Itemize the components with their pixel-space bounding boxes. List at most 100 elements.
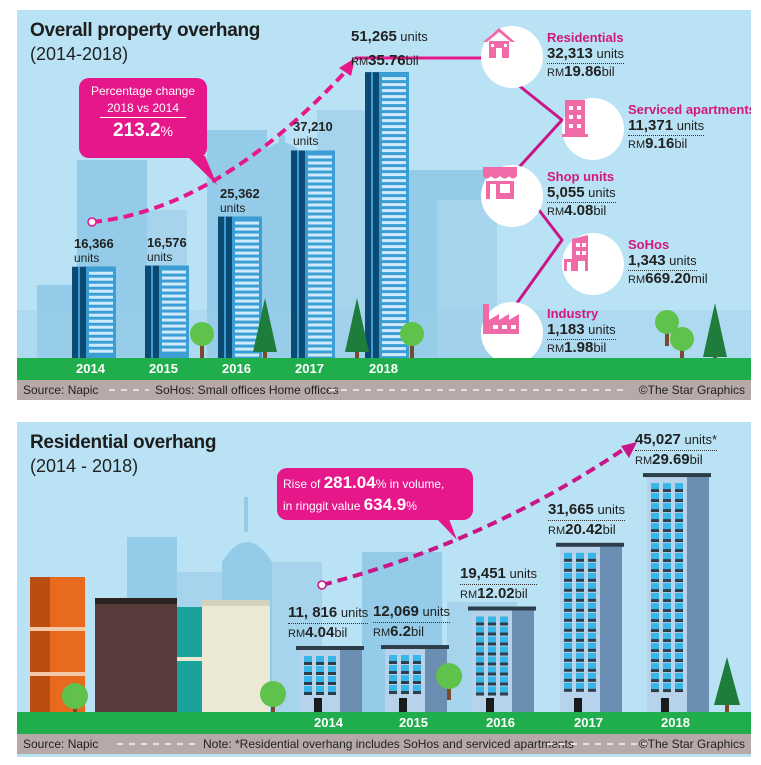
category-units: 1,183 units — [547, 321, 616, 340]
year-label-2014: 2014 — [76, 361, 105, 376]
bar-2015 — [145, 265, 189, 358]
rm-label: RM4.04bil — [288, 624, 348, 641]
bars-layer — [72, 72, 727, 365]
category-rm: RM4.08bil — [547, 202, 607, 219]
chart-title: Overall property overhang — [30, 20, 261, 41]
bars-layer — [62, 473, 740, 720]
year-label-2018: 2018 — [661, 715, 690, 730]
category-name: SoHos — [628, 237, 670, 252]
ground — [17, 712, 751, 734]
overall-overhang-panel: Overall property overhang (2014-2018) Pe… — [17, 10, 751, 400]
breakdown-circle-2 — [481, 165, 543, 227]
breakdown-text-0: Residentials 32,313 units RM19.86bil — [547, 30, 624, 81]
bar-2017 — [556, 542, 624, 712]
year-label-2014: 2014 — [314, 715, 343, 730]
value-label-2016: 19,451 units RM12.02bil — [460, 565, 537, 604]
value-label-2016: 25,362 units — [220, 185, 260, 215]
breakdown-circle-0 — [481, 26, 543, 88]
breakdown-circle-4 — [481, 302, 543, 364]
value-label-2017: 31,665 units RM20.42bil — [548, 501, 625, 540]
residential-buildings-illustration — [30, 577, 270, 717]
breakdown-text-1: Serviced apartments 11,371 units RM9.16bil — [628, 102, 751, 153]
breakdown-circle-3 — [562, 233, 624, 295]
value-label-2017: 37,210 units — [293, 119, 333, 149]
value-label-2015: 12,069 units RM6.2bil — [373, 603, 450, 642]
units-label: 12,069 units — [373, 603, 450, 624]
percentage-change-callout: Percentage change 2018 vs 2014 213.2% — [79, 78, 207, 158]
pine-tree-icon — [253, 298, 277, 360]
credit-text: ©The Star Graphics — [638, 737, 745, 751]
units-label: 45,027 units* — [635, 431, 718, 452]
category-units: 32,313 units — [547, 45, 624, 64]
bar-2014 — [72, 266, 116, 358]
bar-2014 — [296, 646, 364, 712]
category-rm: RM19.86bil — [547, 63, 615, 80]
category-name: Shop units — [547, 169, 615, 184]
chart-subtitle: (2014-2018) — [30, 44, 129, 64]
value-label-2015: 16,576 units — [147, 234, 187, 264]
category-name: Residentials — [547, 30, 624, 45]
tree-icon — [260, 681, 286, 718]
chart-subtitle: (2014 - 2018) — [30, 456, 139, 476]
rm-label: RM29.69bil — [635, 451, 703, 469]
footer-note: SoHos: Small offices Home offices — [155, 383, 339, 397]
rm-label: RM6.2bil — [373, 623, 424, 641]
bar-2017 — [291, 150, 335, 358]
units-label: 19,451 units — [460, 565, 537, 585]
chart-title: Residential overhang — [30, 432, 217, 453]
trend-arrow — [317, 442, 637, 590]
tree-icon — [655, 310, 679, 346]
category-units: 5,055 units — [547, 184, 616, 203]
tree-icon — [436, 663, 462, 700]
credit-text: ©The Star Graphics — [638, 383, 745, 397]
callout-volume: Rise of 281.04% in volume, — [283, 473, 445, 492]
year-label-2018: 2018 — [369, 361, 398, 376]
value-label-2018: 45,027 units* RM29.69bil — [635, 431, 718, 470]
footer: Source: Napic Note: *Residential overhan… — [17, 734, 751, 754]
rise-callout: Rise of 281.04% in volume, in ringgit va… — [277, 468, 473, 520]
year-label-2017: 2017 — [295, 361, 324, 376]
breakdown-text-2: Shop units 5,055 units RM4.08bil — [547, 169, 616, 220]
year-label-2015: 2015 — [149, 361, 178, 376]
year-label-2016: 2016 — [222, 361, 251, 376]
units-label: 31,665 units — [548, 501, 625, 521]
ground — [17, 358, 751, 380]
tree-icon — [670, 327, 694, 363]
value-label-2014: 11, 816 units RM4.04bil — [288, 604, 369, 643]
bar-2016 — [468, 606, 536, 712]
tree-icon — [190, 322, 214, 358]
year-label-2017: 2017 — [574, 715, 603, 730]
tree-icon — [62, 683, 88, 720]
category-units: 1,343 units — [628, 252, 697, 271]
callout-line1: Percentage change — [90, 84, 196, 98]
pine-tree-icon — [714, 657, 740, 712]
units-label: 11, 816 units — [288, 604, 369, 624]
category-rm: RM1.98bil — [547, 339, 607, 356]
rm-label: RM20.42bil — [548, 520, 616, 538]
category-rm: RM669.20mil — [628, 270, 708, 287]
bar-2018 — [643, 473, 711, 712]
category-rm: RM9.16bil — [628, 135, 688, 152]
callout-value: 213.2% — [113, 120, 173, 141]
year-label-2016: 2016 — [486, 715, 515, 730]
callout-value: in ringgit value 634.9% — [283, 495, 417, 514]
pine-tree-icon — [345, 298, 369, 360]
value-label-2014: 16,366 units — [74, 235, 114, 265]
source-text: Source: Napic — [23, 383, 99, 397]
total-2018-label: 51,265 units — [351, 28, 428, 45]
source-text: Source: Napic — [23, 737, 99, 751]
category-name: Serviced apartments — [628, 102, 751, 117]
rm-label: RM12.02bil — [460, 584, 528, 602]
breakdown-text-4: Industry 1,183 units RM1.98bil — [547, 306, 616, 357]
bar-2018 — [365, 72, 409, 359]
breakdown-text-3: SoHos 1,343 units RM669.20mil — [628, 237, 708, 288]
year-label-2015: 2015 — [399, 715, 428, 730]
total-2018-rm: RM35.76bil — [351, 52, 419, 69]
category-units: 11,371 units — [628, 117, 705, 136]
residential-overhang-panel: Residential overhang (2014 - 2018) Rise … — [17, 422, 751, 757]
footer-note: Note: *Residential overhang includes SoH… — [203, 737, 574, 751]
callout-line2: 2018 vs 2014 — [100, 101, 186, 118]
footer: Source: Napic SoHos: Small offices Home … — [17, 380, 751, 400]
tree-icon — [400, 322, 424, 358]
category-name: Industry — [547, 306, 599, 321]
